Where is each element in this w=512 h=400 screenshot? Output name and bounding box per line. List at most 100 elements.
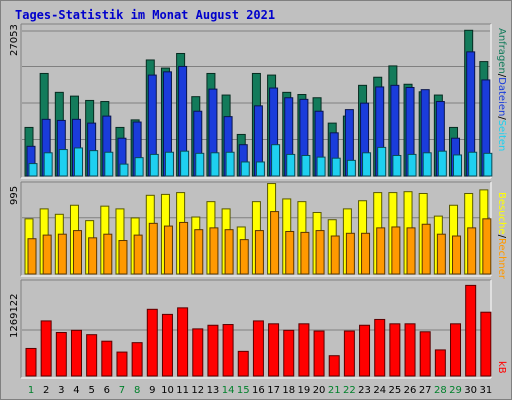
sites-bar [57,233,67,275]
kbytes-bar [374,318,386,377]
kbytes-bar [55,332,67,377]
sites-bar [300,231,310,275]
pages-bar [149,153,159,177]
sites-bar [133,234,143,275]
x-tick-label: 15 [237,385,250,396]
pages-bar [301,154,311,177]
x-tick-label: 23 [358,385,371,396]
kbytes-bar [328,355,340,377]
x-tick-label: 29 [449,385,462,396]
sites-bar [194,229,204,275]
sites-bar [482,218,492,275]
pages-bar [468,151,478,177]
x-tick-label: 20 [313,385,326,396]
x-tick-label: 2 [43,385,49,396]
sites-bar [452,235,462,275]
sites-bar [345,232,355,275]
pages-bar [286,153,296,177]
pages-bar [104,151,114,177]
sites-bar [436,233,446,275]
sites-bar [103,233,113,275]
x-tick-label: 31 [479,385,492,396]
pages-bar [346,159,356,177]
kbytes-bar [252,320,264,377]
sites-bar [239,239,249,275]
x-tick-label: 24 [373,385,386,396]
sites-bar [376,227,386,275]
x-tick-label: 21 [328,385,341,396]
kbytes-bar [101,340,113,377]
sites-bar [27,238,37,275]
pages-bar [271,144,281,177]
kbytes-bar [192,328,204,377]
x-tick-label: 19 [298,385,311,396]
pages-bar [73,147,83,177]
x-tick-label: 14 [222,385,235,396]
x-tick-label: 8 [134,385,140,396]
kbytes-bar [116,351,128,377]
sites-bar [330,235,340,275]
x-tick-label: 27 [419,385,432,396]
kbytes-bar [161,313,173,377]
kbytes-bar [419,331,431,377]
chart-title: Tages-Statistik im Monat August 2021 [15,8,276,22]
kbytes-bar [450,323,462,377]
pages-bar [195,152,205,177]
sites-bar [421,223,431,275]
pages-bar [180,150,190,177]
sites-bar [88,237,98,275]
x-tick-label: 13 [207,385,220,396]
kbytes-bar [359,324,371,377]
kbytes-bar [177,307,189,377]
pages-bar [483,152,493,177]
kbytes-bar [298,323,310,377]
x-tick-label: 11 [176,385,189,396]
kbytes-bar [70,329,82,377]
pages-bar [119,163,129,177]
x-tick-label: 22 [343,385,356,396]
pages-bar [437,150,447,177]
sites-bar [315,230,325,275]
kbytes-bar [237,350,249,377]
sites-bar [163,225,173,275]
sites-bar [224,229,234,275]
x-tick-label: 16 [252,385,265,396]
sites-bar [118,240,128,275]
pages-bar [362,152,372,177]
x-tick-label: 18 [282,385,295,396]
kbytes-bar [25,347,37,377]
sites-bar [209,227,219,275]
pages-bar [240,161,250,177]
pages-bar [331,157,341,177]
x-tick-label: 4 [73,385,79,396]
sites-bar [179,221,189,275]
x-tick-label: 26 [404,385,417,396]
sites-bar [254,230,264,275]
kbytes-bar [434,349,446,377]
x-tick-label: 1 [28,385,34,396]
kbytes-bar [343,330,355,377]
sites-bar [72,230,82,275]
x-tick-label: 3 [58,385,64,396]
kbytes-bar [404,323,416,377]
kbytes-bar [40,320,52,377]
x-tick-label: 9 [149,385,155,396]
kbytes-bar [283,329,295,377]
kbytes-bar [465,284,477,377]
kbytes-bar [207,324,219,377]
sites-bar [361,232,371,275]
x-tick-label: 12 [191,385,204,396]
pages-bar [164,151,174,177]
x-tick-label: 28 [434,385,447,396]
pages-bar [28,163,38,177]
pages-bar [377,146,387,177]
x-tick-label: 6 [104,385,110,396]
pages-bar [225,151,235,177]
kbytes-bar [222,324,234,377]
sites-bar [406,227,416,275]
x-tick-label: 17 [267,385,280,396]
x-tick-label: 7 [119,385,125,396]
kbytes-bar [131,342,143,377]
sites-bar [148,222,158,275]
